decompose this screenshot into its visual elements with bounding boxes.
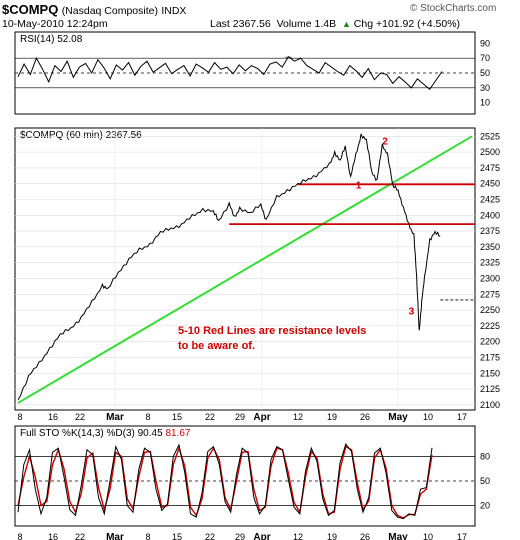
price-y-tick-2225: 2225 [480,321,500,331]
sto-x-tick-0: 8 [17,532,22,540]
symbol: $COMPQ [2,2,59,17]
price-legend-label: $COMPQ (60 min) [20,130,103,141]
watermark: © StockCharts.com [410,3,497,14]
rsi-line [17,55,443,91]
rsi-legend: RSI(14) 52.08 [20,34,83,45]
last-price: Last 2367.56 [210,18,271,30]
price-x-tick-1: 16 [48,412,58,422]
sto-x-tick-9: 12 [293,532,303,540]
rsi-y-tick-10: 10 [480,98,490,108]
resistance-label-1: 1 [356,180,362,191]
price-x-tick-7: 29 [235,412,245,422]
rsi-y-tick-50: 50 [480,68,490,78]
resistance-note: 5-10 Red Lines are resistance levels to … [178,325,369,352]
price-y-tick-2100: 2100 [480,400,500,410]
price-y-tick-2325: 2325 [480,258,500,268]
price-y-tick-2200: 2200 [480,337,500,347]
price-y-tick-2525: 2525 [480,131,500,141]
sto-x-tick-7: 29 [235,532,245,540]
rsi-y-tick-30: 30 [480,83,490,93]
change: Chg +101.92 (+4.50%) [353,18,461,30]
sto-panel-frame [14,425,476,527]
price-panel-frame [14,127,476,411]
sto-x-tick-6: 22 [205,532,215,540]
price-x-tick-2: 22 [75,412,85,422]
x-axis-layer: 8 16 22 Mar 8 15 22 29 Apr 12 19 26 May 10 17 8 16 22 Mar 8… [17,412,467,540]
exchange: INDX [161,5,187,17]
header-row-1: $COMPQ (Nasdaq Composite) INDX [2,2,186,17]
sto-k-line [17,443,433,520]
up-triangle-icon: ▲ [341,19,351,29]
sto-x-tick-8: Apr [253,532,270,540]
price-y-tick-2500: 2500 [480,147,500,157]
price-x-tick-6: 22 [205,412,215,422]
sto-x-tick-12: May [388,532,408,540]
price-y-tick-2375: 2375 [480,226,500,236]
resistance-note-line-2: to be aware of. [178,340,255,352]
sto-y-tick-20: 20 [480,501,490,511]
price-x-tick-4: 8 [145,412,150,422]
price-y-tick-2475: 2475 [480,163,500,173]
resistance-note-line-1: 5-10 Red Lines are resistance levels [178,325,366,337]
price-y-tick-2425: 2425 [480,195,500,205]
price-x-tick-0: 8 [17,412,22,422]
price-x-tick-10: 19 [327,412,337,422]
sto-legend-k: 90.45 [138,428,163,439]
price-x-tick-3: Mar [106,412,124,423]
price-line [17,133,441,401]
sto-d-line [17,445,433,519]
price-grid: 2100212521502175220022252250227523002325… [15,128,500,410]
sto-x-tick-14: 17 [457,532,467,540]
sto-layer: 20 50 80 [15,443,490,520]
price-x-tick-13: 10 [423,412,433,422]
price-y-tick-2250: 2250 [480,305,500,315]
rsi-legend-label: RSI(14) [20,34,54,45]
price-y-tick-2450: 2450 [480,179,500,189]
sto-y-tick-80: 80 [480,451,490,461]
sto-x-tick-5: 15 [172,532,182,540]
price-y-tick-2175: 2175 [480,352,500,362]
price-y-tick-2125: 2125 [480,384,500,394]
sto-legend-d: 81.67 [165,428,190,439]
annotation-label-2: 2 [382,137,388,148]
price-y-tick-2275: 2275 [480,289,500,299]
price-x-tick-12: May [388,412,408,423]
price-legend: $COMPQ (60 min) 2367.56 [20,130,142,141]
sto-x-tick-13: 10 [423,532,433,540]
price-x-tick-5: 15 [172,412,182,422]
sto-x-tick-11: 26 [360,532,370,540]
price-x-tick-9: 12 [293,412,303,422]
sto-x-tick-1: 16 [48,532,58,540]
rsi-legend-value: 52.08 [57,34,82,45]
price-x-tick-14: 17 [457,412,467,422]
price-y-tick-2300: 2300 [480,273,500,283]
annotation-label-3: 3 [409,306,415,317]
quote-stats: Last 2367.56 Volume 1.4B ▲ Chg +101.92 (… [210,18,460,30]
price-layer: 1 2 3 [17,133,475,404]
sto-x-tick-4: 8 [145,532,150,540]
uptrend-line [17,135,473,404]
sto-legend: Full STO %K(14,3) %D(3) 90.45 81.67 [20,428,191,439]
rsi-y-tick-70: 70 [480,53,490,63]
price-x-tick-8: Apr [253,412,270,423]
price-y-tick-2150: 2150 [480,368,500,378]
sto-x-tick-2: 22 [75,532,85,540]
index-name: (Nasdaq Composite) [61,5,158,17]
price-y-tick-2400: 2400 [480,210,500,220]
price-y-tick-2350: 2350 [480,242,500,252]
sto-x-tick-3: Mar [106,532,124,540]
datetime: 10-May-2010 12:24pm [2,18,108,30]
volume: Volume 1.4B [276,18,337,30]
sto-x-tick-10: 19 [327,532,337,540]
rsi-layer: 10 30 50 70 90 [15,38,490,108]
price-legend-value: 2367.56 [106,130,143,141]
sto-y-tick-50: 50 [480,476,490,486]
sto-legend-label: Full STO %K(14,3) %D(3) [20,428,135,439]
price-x-tick-11: 26 [360,412,370,422]
rsi-y-tick-90: 90 [480,38,490,48]
header-row-2: 10-May-2010 12:24pm [2,18,108,30]
